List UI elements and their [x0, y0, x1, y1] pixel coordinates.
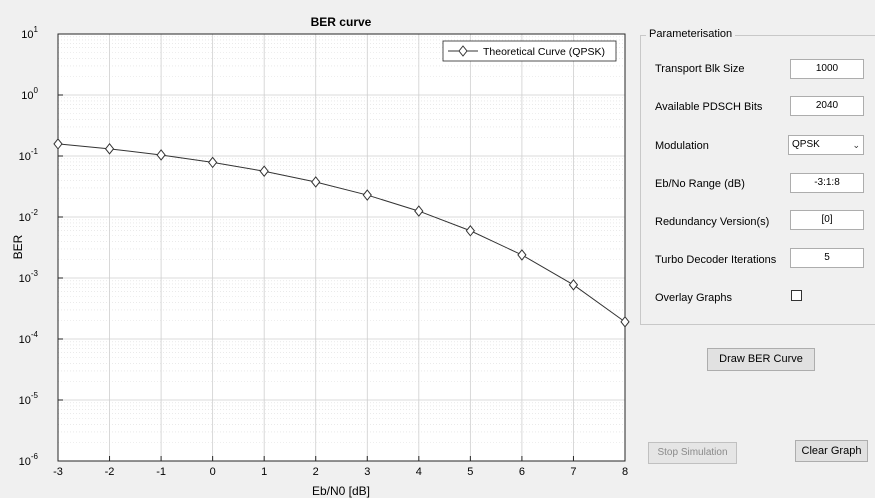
- y-tick-label: 10-5: [19, 391, 39, 407]
- turbo-iterations-field[interactable]: 5: [790, 248, 864, 268]
- x-tick-label: 1: [261, 466, 267, 478]
- data-point-diamond: [362, 189, 372, 201]
- x-tick-label: -2: [105, 466, 115, 478]
- x-axis-ticks: -3 -2 -1 0 1 2 3 4 5 6 7 8: [53, 456, 628, 478]
- parameterisation-panel: [640, 35, 875, 325]
- data-point-diamond: [104, 143, 115, 155]
- y-tick-label: 100: [21, 86, 38, 102]
- y-tick-label: 10-4: [19, 330, 39, 346]
- data-point-diamond: [620, 316, 630, 328]
- x-tick-label: 3: [364, 466, 370, 478]
- data-point-diamond: [53, 138, 63, 150]
- x-tick-label: 8: [622, 466, 628, 478]
- panel-title: Parameterisation: [646, 28, 736, 40]
- modulation-label: Modulation: [655, 140, 709, 152]
- overlay-graphs-label: Overlay Graphs: [655, 292, 733, 304]
- y-tick-label: 10-6: [19, 452, 39, 468]
- data-point-diamond: [207, 156, 218, 169]
- chevron-down-icon[interactable]: ⌄: [852, 140, 860, 150]
- stop-simulation-button[interactable]: Stop Simulation: [648, 442, 737, 464]
- x-tick-label: 2: [313, 466, 319, 478]
- pdsch-bits-label: Available PDSCH Bits: [655, 101, 763, 113]
- data-point-diamond: [465, 224, 476, 237]
- ebno-range-label: Eb/No Range (dB): [655, 178, 745, 190]
- data-point-diamond: [156, 149, 166, 161]
- ebno-range-field[interactable]: -3:1:8: [790, 173, 864, 193]
- legend: Theoretical Curve (QPSK): [442, 40, 617, 62]
- data-point-diamond: [568, 279, 579, 291]
- x-tick-label: 6: [519, 466, 525, 478]
- data-point-diamond: [311, 176, 321, 188]
- y-axis-label: BER: [11, 234, 25, 259]
- y-tick-label: 10-2: [19, 208, 39, 224]
- ber-plot-canvas: 101 100 10-1 10-2 10-3 10-4 10-5 10-6 -3 -2 -1 0 1 2…: [11, 15, 630, 498]
- x-tick-label: 4: [416, 466, 422, 478]
- x-tick-label: -3: [53, 466, 63, 478]
- draw-ber-curve-button[interactable]: Draw BER Curve: [707, 348, 815, 371]
- plot-background: [58, 34, 625, 461]
- x-tick-label: 7: [570, 466, 576, 478]
- legend-diamond-marker: [458, 45, 468, 57]
- transport-blk-size-field[interactable]: 1000: [790, 59, 864, 79]
- plot-frame: [57, 33, 626, 462]
- major-grid: [57, 33, 626, 462]
- x-axis-label: Eb/N0 [dB]: [312, 484, 370, 498]
- series-line: [57, 143, 626, 323]
- y-tick-label: 101: [21, 25, 38, 41]
- x-tick-label: 0: [210, 466, 216, 478]
- series-layer: [53, 138, 630, 328]
- data-point-diamond: [259, 165, 269, 178]
- ber-plot: 101 100 10-1 10-2 10-3 10-4 10-5 10-6 -3 -2 -1 0 1 2…: [11, 15, 630, 498]
- redundancy-version-label: Redundancy Version(s): [655, 216, 770, 228]
- redundancy-version-field[interactable]: [0]: [790, 210, 864, 230]
- x-tick-label: -1: [156, 466, 166, 478]
- data-point-diamond: [414, 205, 424, 217]
- y-tick-label: 10-1: [19, 147, 39, 163]
- turbo-iterations-label: Turbo Decoder Iterations: [655, 254, 777, 266]
- y-axis-ticks: 101 100 10-1 10-2 10-3 10-4 10-5 10-6: [19, 25, 63, 468]
- y-tick-label: 10-3: [19, 269, 39, 285]
- data-point-diamond: [517, 249, 527, 261]
- pdsch-bits-field[interactable]: 2040: [790, 96, 864, 116]
- legend-label: Theoretical Curve (QPSK): [483, 46, 605, 58]
- clear-graph-button[interactable]: Clear Graph: [795, 440, 868, 462]
- overlay-graphs-checkbox[interactable]: [791, 290, 802, 301]
- chart-title: BER curve: [311, 15, 372, 29]
- transport-blk-size-label: Transport Blk Size: [655, 63, 745, 75]
- legend-box: [442, 40, 617, 62]
- modulation-select[interactable]: QPSK ⌄: [788, 135, 864, 155]
- modulation-value: QPSK: [792, 139, 820, 150]
- x-tick-label: 5: [467, 466, 473, 478]
